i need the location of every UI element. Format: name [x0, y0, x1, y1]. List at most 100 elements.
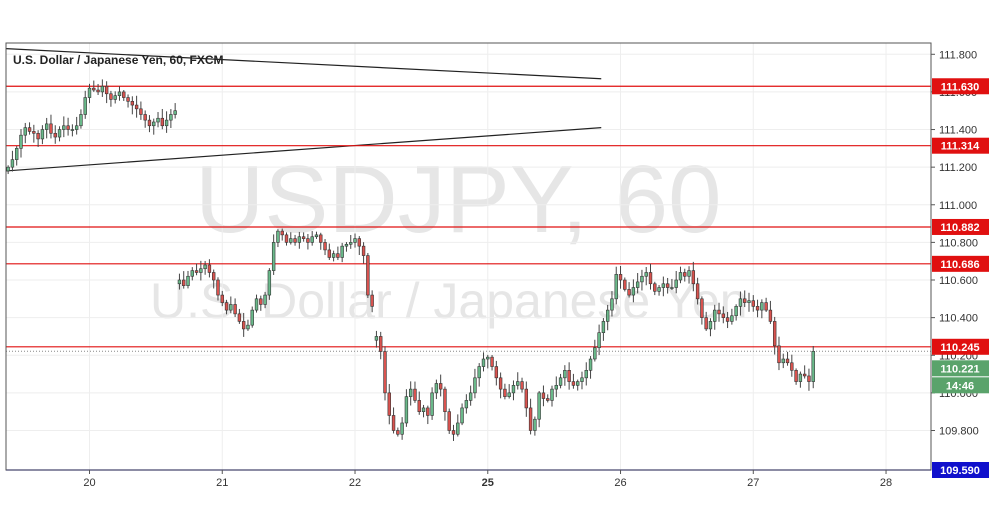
candle-down [301, 236, 306, 239]
y-tick-label: 111.000 [939, 200, 977, 212]
candle-up [408, 388, 413, 397]
level-badge: 110.882 [940, 222, 979, 234]
candle-up [404, 396, 409, 424]
candle-up [597, 332, 601, 349]
candle-down [293, 238, 297, 243]
candle-up [23, 127, 27, 136]
candle-up [340, 245, 344, 258]
candle-down [194, 270, 199, 273]
candle-up [173, 110, 177, 115]
candle-up [100, 85, 105, 93]
candle-up [798, 373, 803, 382]
level-badge-bg [932, 78, 989, 95]
candle-down [327, 249, 332, 258]
candle-down [383, 351, 387, 394]
candle-down [498, 377, 503, 390]
candle-up [614, 274, 618, 300]
grid [6, 43, 931, 470]
candle-up [760, 302, 764, 311]
level-badge: 110.686 [940, 259, 979, 271]
candle-down [451, 430, 456, 435]
time-axis: 20 21 22 25 26 27 28 [83, 470, 892, 489]
candle-up [486, 356, 490, 360]
y-tick-label: 110.800 [939, 237, 978, 249]
candle-up [730, 315, 734, 322]
candle-down [391, 415, 396, 431]
level-badge-bg [932, 137, 989, 154]
candle-up [610, 298, 614, 311]
candle-down [524, 388, 529, 409]
candle-up [156, 117, 160, 123]
candle-up [511, 385, 516, 394]
candle-down [323, 242, 327, 251]
candle-down [751, 300, 755, 307]
y-tick-label: 111.400 [939, 125, 977, 137]
candle-down [126, 97, 130, 102]
candle-down [802, 373, 807, 377]
candle-down [567, 370, 571, 382]
y-tick-label: 109.800 [939, 425, 979, 437]
candle-up [661, 283, 666, 288]
candle-down [36, 132, 40, 140]
y-tick-label: 111.200 [939, 162, 977, 174]
candle-down [357, 238, 361, 247]
candle-up [687, 270, 691, 277]
candle-up [747, 300, 751, 303]
candle-up [297, 236, 302, 243]
last-price-badge: 110.221 [940, 363, 979, 375]
candle-down [618, 274, 623, 281]
watermark-name: U.S. Dollar / Japanese Yen [150, 273, 748, 329]
candle-up [62, 125, 66, 130]
candle-down [700, 298, 704, 318]
candle-down [207, 264, 212, 273]
candle-up [57, 129, 62, 138]
candle-up [263, 294, 267, 305]
candle-down [27, 127, 32, 132]
candle-up [588, 358, 593, 371]
candle-down [755, 306, 760, 311]
candle-down [627, 289, 631, 296]
candle-up [177, 279, 182, 285]
trend-lines [5, 48, 602, 172]
candlesticks [6, 79, 815, 441]
candle-up [460, 407, 464, 424]
candle-down [109, 93, 113, 100]
candle-up [40, 129, 45, 140]
level-badge: 111.630 [941, 81, 980, 93]
candle-up [576, 381, 580, 386]
candle-up [117, 91, 122, 96]
candle-up [713, 309, 717, 322]
candle-up [113, 95, 117, 100]
candle-down [212, 272, 216, 281]
candle-down [807, 375, 811, 382]
candle-up [15, 148, 19, 160]
candle-up [537, 392, 541, 420]
candle-up [310, 236, 314, 243]
candle-up [434, 383, 439, 394]
x-tick-label: 21 [216, 477, 228, 489]
y-tick-label: 110.600 [939, 275, 978, 287]
candle-down [443, 388, 447, 412]
level-badge: 109.590 [940, 465, 980, 477]
candle-down [417, 400, 421, 412]
candle-up [152, 121, 156, 127]
candle-up [70, 129, 75, 131]
y-tick-label: 110.400 [939, 313, 978, 325]
candle-down [695, 283, 700, 300]
candle-down [130, 101, 135, 106]
candle-up [254, 298, 259, 311]
candle-up [631, 287, 636, 296]
candle-down [503, 388, 507, 397]
candle-down [717, 309, 721, 315]
candle-down [773, 321, 777, 347]
candle-down [92, 87, 96, 91]
candle-down [447, 411, 451, 431]
candle-down [413, 388, 417, 401]
candle-down [143, 114, 147, 121]
candle-up [468, 392, 473, 401]
candle-up [657, 287, 661, 292]
candle-down [768, 309, 773, 322]
candle-down [743, 298, 747, 303]
